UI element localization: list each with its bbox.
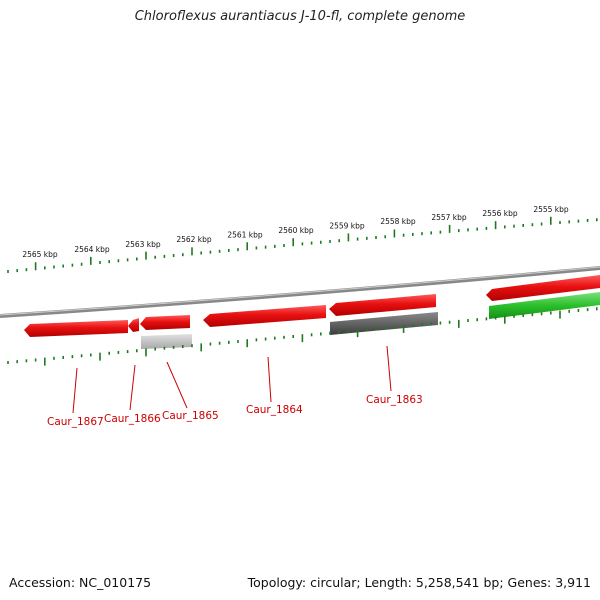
gene-caur-1866[interactable] [128,318,139,332]
locus-labels: Caur_1867 Caur_1866 Caur_1865 Caur_1864 … [47,394,423,428]
gene-caur-1863[interactable] [329,294,436,316]
inner-ruler-ticks [7,307,598,366]
accession-label: Accession: NC_010175 [9,575,152,590]
locus-label-caur-1867: Caur_1867 [47,416,104,428]
outer-ruler-label: 2563 kbp [125,240,161,249]
outer-ruler-label: 2562 kbp [176,235,212,244]
outer-ruler-label: 2560 kbp [278,226,314,235]
rna-gene-1[interactable] [489,292,600,319]
gene-caur-1864[interactable] [203,305,326,327]
locus-leader-lines [72,345,392,414]
outer-ruler-label: 2561 kbp [227,230,263,239]
locus-label-caur-1863: Caur_1863 [366,394,423,406]
locus-label-caur-1865: Caur_1865 [162,410,219,422]
outer-ruler-labels: 2565 kbp 2564 kbp 2563 kbp 2562 kbp 2561 kbp… [22,205,569,259]
cds-gray-light[interactable] [141,334,192,349]
outer-ruler-ticks [7,216,598,273]
outer-ruler-label: 2555 kbp [533,205,569,214]
gene-caur-1867[interactable] [24,320,128,337]
map-title: Chloroflexus aurantiacus J-10-fl, comple… [134,9,466,24]
genome-backbone [0,266,600,318]
outer-ruler-label: 2559 kbp [329,222,365,231]
outer-ruler-label: 2558 kbp [380,217,416,226]
outer-ruler-label: 2564 kbp [74,245,110,254]
locus-label-caur-1866: Caur_1866 [104,413,161,425]
forward-gene-1[interactable] [486,275,600,301]
locus-label-caur-1864: Caur_1864 [246,404,303,416]
gene-caur-1865[interactable] [140,315,190,330]
outer-ruler-label: 2557 kbp [431,213,467,222]
genome-summary: Topology: circular; Length: 5,258,541 bp… [247,575,591,590]
outer-ruler-label: 2556 kbp [482,209,518,218]
outer-ruler-label: 2565 kbp [22,250,58,259]
